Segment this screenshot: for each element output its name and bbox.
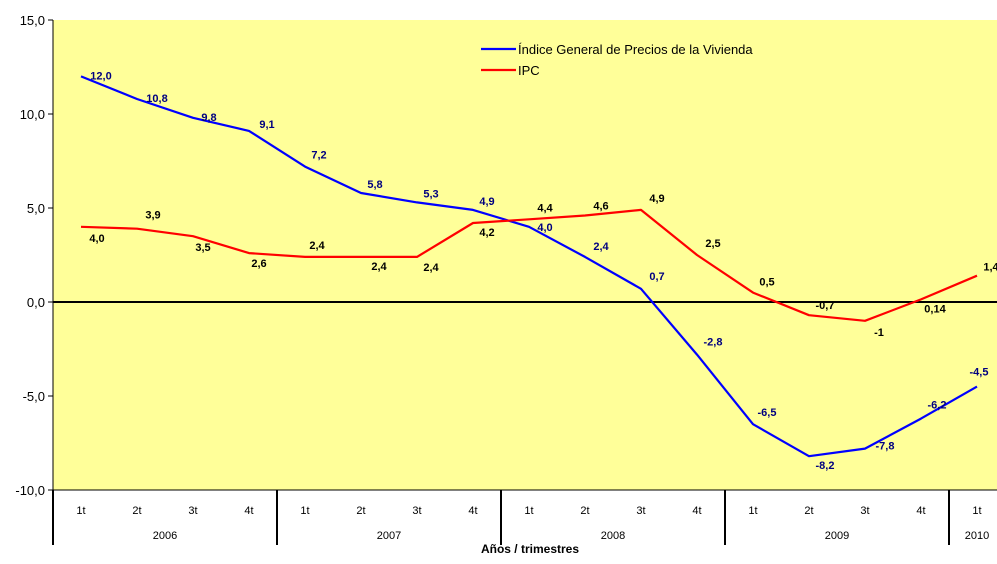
legend-label: Índice General de Precios de la Vivienda [518, 42, 753, 57]
x-tick-label: 4t [692, 505, 701, 517]
data-label: 4,9 [479, 196, 494, 208]
legend-label: IPC [518, 63, 540, 78]
data-labels: 12,0 10,8 9,8 9,1 7,2 5,8 5,3 4,9 4,0 2,4 0,7 -2,8 -… [89, 70, 997, 472]
x-tick-label: 3t [860, 505, 869, 517]
data-label: 3,9 [145, 210, 160, 222]
y-tick-label: -5,0 [23, 389, 45, 404]
data-label: 12,0 [90, 70, 111, 82]
data-label: 2,4 [309, 240, 325, 252]
data-label: 7,2 [311, 150, 326, 162]
year-label: 2008 [601, 530, 625, 542]
legend: Índice General de Precios de la Vivienda… [478, 37, 805, 81]
y-tick-label: -10,0 [15, 483, 45, 498]
data-label: -1 [874, 327, 884, 339]
y-tick-label: 10,0 [20, 107, 45, 122]
series-line-vivienda [80, 75, 978, 458]
year-label: 2010 [965, 530, 989, 542]
x-tick-label: 4t [468, 505, 477, 517]
legend-box [478, 37, 805, 81]
y-axis: -10,0 -5,0 0,0 5,0 10,0 15,0 [15, 13, 54, 498]
x-tick-label: 2t [356, 505, 365, 517]
x-tick-label: 1t [972, 505, 981, 517]
data-label: 9,8 [201, 112, 216, 124]
x-axis-title: Años / trimestres [481, 542, 579, 556]
data-label: 4,2 [479, 227, 494, 239]
x-tick-label: 1t [524, 505, 533, 517]
y-tick-label: 0,0 [27, 295, 45, 310]
data-label: 0,5 [759, 277, 774, 289]
data-label: 0,7 [649, 271, 664, 283]
x-axis: 1t 2t 3t 4t 1t 2t 3t 4t 1t 2t 3t 4t 1t 2t 3t 4t 1t 2006 20… [52, 489, 997, 545]
data-label: 9,1 [259, 119, 274, 131]
x-tick-label: 1t [300, 505, 309, 517]
data-label: 2,4 [593, 241, 609, 253]
x-tick-label: 1t [748, 505, 757, 517]
x-tick-label: 2t [132, 505, 141, 517]
x-tick-label: 2t [580, 505, 589, 517]
data-label: 0,14 [924, 303, 946, 315]
data-label: 4,6 [593, 201, 608, 213]
data-label: -0,7 [816, 300, 835, 312]
data-label: 5,3 [423, 188, 438, 200]
y-tick-label: 5,0 [27, 201, 45, 216]
x-tick-label: 2t [804, 505, 813, 517]
x-tick-label: 3t [412, 505, 421, 517]
data-label: 2,6 [251, 258, 266, 270]
data-label: 2,5 [705, 238, 720, 250]
data-label: -4,5 [970, 367, 989, 379]
series-lines [80, 75, 978, 458]
data-label: 3,5 [195, 242, 210, 254]
x-tick-label: 3t [188, 505, 197, 517]
year-label: 2007 [377, 530, 401, 542]
year-label: 2006 [153, 530, 177, 542]
data-label: 4,0 [89, 233, 104, 245]
year-label: 2009 [825, 530, 849, 542]
data-label: -8,2 [816, 460, 835, 472]
series-line-ipc [80, 208, 978, 322]
x-tick-label: 3t [636, 505, 645, 517]
x-tick-label: 1t [76, 505, 85, 517]
data-label: 2,4 [371, 261, 387, 273]
data-label: 10,8 [146, 93, 167, 105]
data-label: -7,8 [876, 441, 895, 453]
data-label: 4,0 [537, 222, 552, 234]
data-label: -2,8 [704, 337, 723, 349]
x-tick-label: 4t [916, 505, 925, 517]
data-label: 4,4 [537, 202, 553, 214]
plot-area [53, 20, 997, 490]
x-tick-label: 4t [244, 505, 253, 517]
y-tick-label: 15,0 [20, 13, 45, 28]
data-label: -6,2 [928, 400, 947, 412]
data-label: 2,4 [423, 262, 439, 274]
data-label: 1,4 [983, 262, 997, 274]
data-label: 5,8 [367, 179, 382, 191]
data-label: -6,5 [758, 407, 777, 419]
data-label: 4,9 [649, 193, 664, 205]
